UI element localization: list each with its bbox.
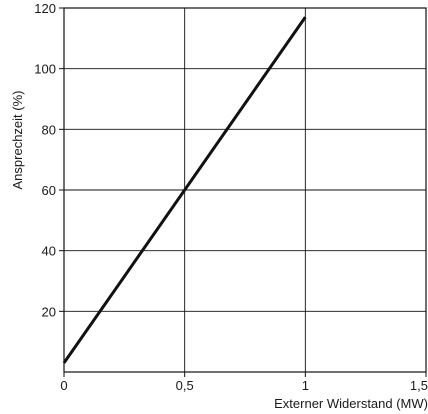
y-tick-label: 60 (42, 183, 56, 198)
y-tick-label: 120 (34, 1, 56, 16)
y-tick-label: 100 (34, 62, 56, 77)
grid-lines (64, 8, 426, 372)
x-tick-labels: 0 0,5 1 1,5 (60, 372, 428, 393)
y-tick-labels: 20 40 60 80 100 120 (34, 1, 64, 319)
y-tick-label: 80 (42, 122, 56, 137)
x-tick-label: 1 (302, 378, 309, 393)
x-tick-label: 1,5 (410, 378, 428, 393)
series-layer (62, 16, 307, 364)
x-tick-label: 0 (60, 378, 67, 393)
x-axis-label: Externer Widerstand (MW) (274, 396, 428, 411)
y-tick-label: 40 (42, 244, 56, 259)
y-axis-label: Ansprechzeit (%) (10, 91, 25, 190)
y-tick-label: 20 (42, 304, 56, 319)
series-line (62, 16, 307, 364)
x-tick-label: 0,5 (176, 378, 194, 393)
